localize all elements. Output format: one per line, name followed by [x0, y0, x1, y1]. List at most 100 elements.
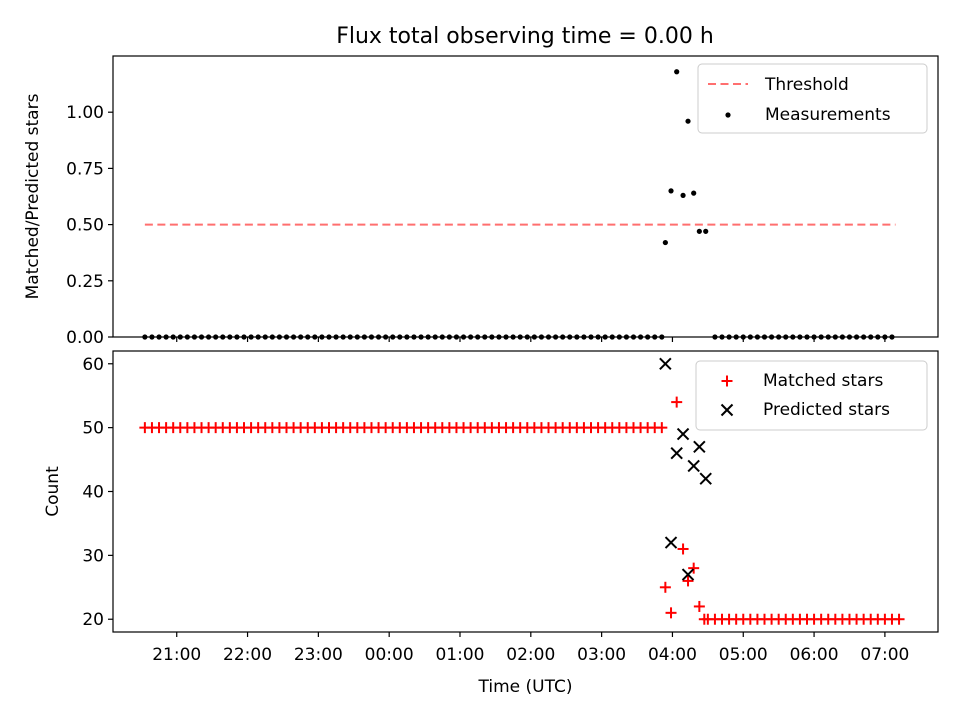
- measurement-point: [460, 334, 467, 340]
- y-axis-label: Matched/Predicted stars: [23, 93, 43, 299]
- measurement-point: [825, 334, 831, 340]
- measurement-point: [411, 334, 417, 340]
- matched-point: [677, 543, 689, 555]
- measurement-point: [538, 334, 545, 340]
- measurement-point: [875, 334, 881, 340]
- measurement-point: [754, 334, 761, 340]
- predicted-point: [676, 427, 690, 441]
- measurement-point: [889, 334, 895, 340]
- predicted-point: [687, 459, 700, 473]
- legend-frame: [697, 63, 928, 134]
- measurement-point: [255, 334, 261, 340]
- measurement-point: [390, 334, 396, 340]
- measurement-point: [213, 334, 219, 340]
- measurement-point: [184, 334, 190, 340]
- measurement-point: [733, 334, 739, 340]
- measurement-point: [276, 334, 283, 340]
- measurement-point: [383, 334, 389, 340]
- measurement-point: [468, 334, 474, 340]
- x-tick-label: 07:00: [860, 645, 909, 665]
- measurement-point: [662, 239, 668, 246]
- cross-b: [720, 403, 734, 417]
- measurement-point: [191, 334, 198, 340]
- measurement-point: [680, 192, 686, 198]
- measurement-point: [206, 334, 212, 340]
- measurement-point: [290, 334, 297, 340]
- matched-point: [688, 562, 700, 574]
- x-tick-label: 22:00: [223, 645, 272, 665]
- measurement-point: [298, 334, 304, 340]
- measurement-point: [305, 334, 311, 340]
- measurement-point: [797, 334, 803, 340]
- predicted-point: [670, 446, 683, 460]
- measurement-point: [375, 334, 382, 340]
- legend-predicted-swatch: [720, 403, 734, 417]
- measurement-point: [149, 334, 155, 340]
- measurement-point: [747, 334, 753, 340]
- bottom-panel: 20 30 40 50 60 21:00 22:00 23:00 00:00 01:00 02:00…: [43, 350, 939, 697]
- x-tick-label: 01:00: [435, 645, 484, 665]
- cross-b: [670, 446, 683, 460]
- measurement-point: [832, 334, 838, 340]
- measurement-point: [482, 334, 488, 340]
- legend-threshold-label: Threshold: [764, 75, 849, 95]
- matched-point: [698, 613, 710, 625]
- measurement-point: [453, 334, 460, 340]
- predicted-point: [699, 472, 712, 485]
- measurement-point: [712, 334, 718, 340]
- measurement-point: [347, 334, 353, 340]
- predicted-point: [659, 357, 672, 370]
- legend-frame: [695, 360, 928, 431]
- measurement-point: [567, 334, 573, 340]
- y-tick-label: 0.50: [66, 216, 104, 236]
- cross-b: [664, 536, 678, 549]
- cross-b: [693, 440, 706, 454]
- measurement-point: [740, 334, 746, 340]
- measurement-point: [637, 334, 644, 340]
- measurement-point: [602, 334, 608, 340]
- measurement-point: [262, 334, 268, 340]
- measurement-point: [524, 334, 530, 340]
- measurement-point: [319, 334, 325, 340]
- y-tick-label: 1.00: [66, 103, 104, 123]
- measurement-point: [623, 334, 630, 340]
- x-tick-label: 00:00: [365, 645, 414, 665]
- measurement-point: [804, 334, 810, 340]
- measurement-point: [703, 228, 709, 234]
- cross-b: [659, 357, 672, 370]
- measurement-point: [142, 334, 148, 340]
- measurement-point: [659, 334, 665, 340]
- legend-matched-label: Matched stars: [763, 371, 883, 391]
- legend-measurements-swatch: [725, 112, 731, 118]
- measurement-point: [846, 334, 853, 340]
- measurement-point: [340, 334, 346, 340]
- predicted-point: [664, 536, 678, 549]
- y-axis-label: Count: [43, 466, 63, 517]
- measurement-point: [560, 334, 566, 340]
- predicted-point: [693, 440, 706, 454]
- measurement-point: [198, 334, 205, 340]
- measurement-point: [177, 334, 183, 340]
- measurement-point: [630, 334, 637, 340]
- legend-matched-swatch: [721, 375, 733, 387]
- matched-point: [656, 422, 668, 434]
- measurement-point: [811, 334, 817, 340]
- y-tick-label: 60: [82, 355, 104, 375]
- x-tick-label: 04:00: [648, 645, 697, 665]
- measurement-point: [685, 118, 691, 124]
- measurement-point: [354, 334, 360, 340]
- matched-point: [693, 600, 705, 612]
- measurement-point: [397, 334, 403, 340]
- measurement-point: [418, 334, 424, 340]
- measurement-point: [312, 334, 318, 340]
- measurement-point: [719, 334, 725, 340]
- measurement-point: [818, 334, 824, 340]
- measurement-point: [761, 334, 768, 340]
- measurement-point: [616, 334, 622, 340]
- cross-b: [699, 472, 712, 485]
- x-tick-label: 21:00: [152, 645, 201, 665]
- x-tick-label: 03:00: [577, 645, 626, 665]
- matched-point: [665, 607, 677, 619]
- top-panel: 0.00 0.25 0.50 0.75 1.00 Matched/Predicted st…: [23, 55, 939, 348]
